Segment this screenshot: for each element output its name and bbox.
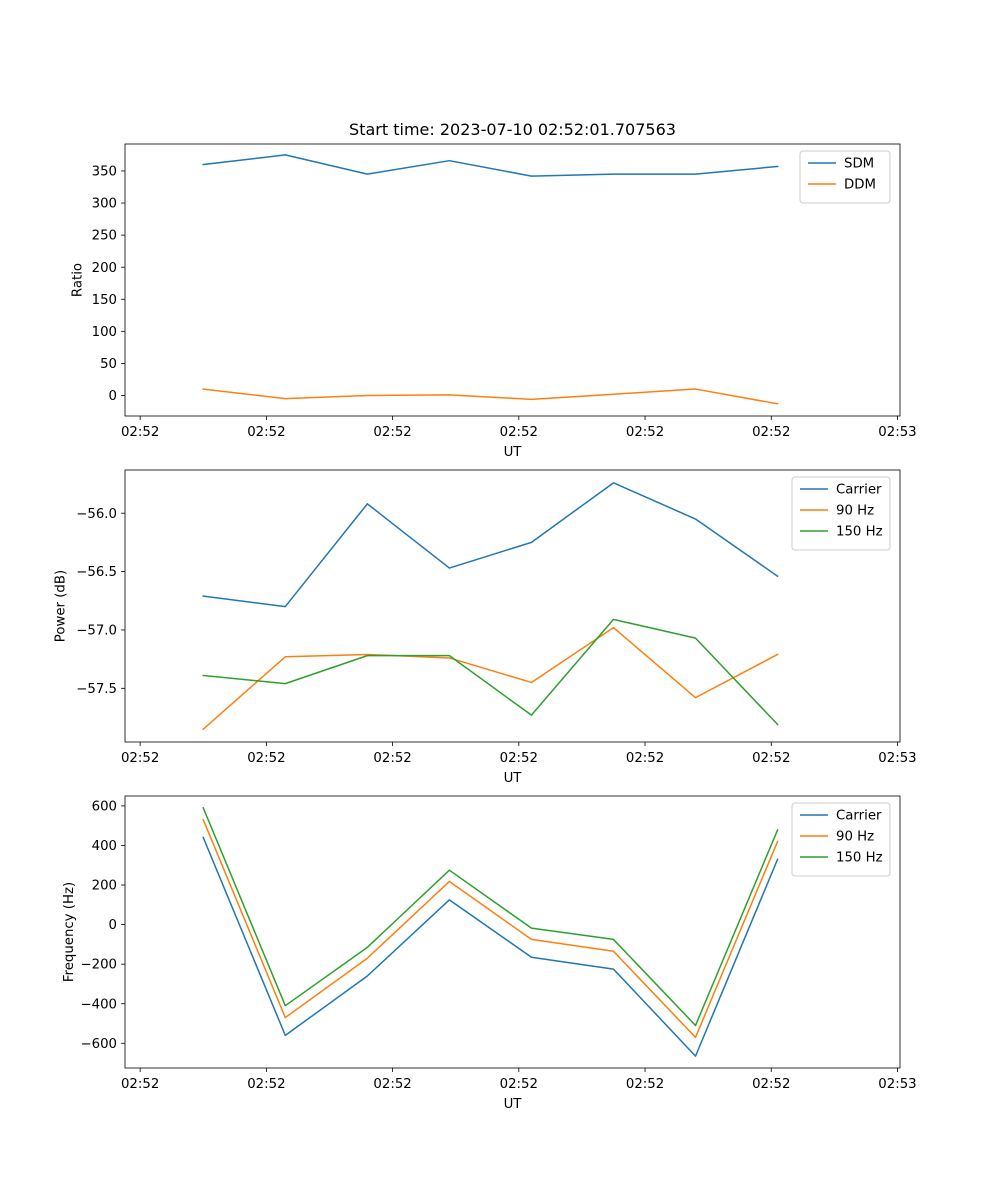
y-axis-label: Frequency (Hz) (62, 882, 77, 982)
y-tick-label: −57.5 (76, 682, 117, 697)
x-tick-label: 02:52 (121, 751, 159, 766)
x-tick-label: 02:52 (373, 751, 411, 766)
x-tick-label: 02:53 (878, 751, 916, 766)
y-tick-label: −600 (80, 1037, 117, 1052)
y-tick-label: 250 (92, 229, 117, 244)
legend-label: Carrier (836, 483, 882, 498)
y-tick-label: −56.0 (76, 507, 117, 522)
x-tick-label: 02:52 (626, 751, 664, 766)
chart-panel-2: 02:52 02:52 02:52 02:52 02:52 02:52 02:53 −57.5… (54, 469, 917, 786)
axes-frame (124, 795, 901, 1069)
series-line-90-hz (202, 818, 779, 1039)
legend-box (799, 150, 891, 204)
y-tick-label: −57.0 (76, 624, 117, 639)
legend: Carrier 90 Hz 150 Hz (791, 802, 891, 877)
legend-label: Carrier (836, 809, 882, 824)
axes-frame (124, 143, 901, 417)
x-tick-label: 02:52 (500, 751, 538, 766)
x-tick-label: 02:52 (121, 1077, 159, 1092)
x-tick-label: 02:52 (247, 1077, 285, 1092)
y-tick-label: 350 (92, 165, 117, 180)
x-tick-label: 02:53 (878, 425, 916, 440)
y-tick-label: 0 (109, 918, 117, 933)
x-tick-label: 02:52 (247, 751, 285, 766)
legend-label: 150 Hz (836, 525, 883, 540)
series-line-ddm (202, 388, 779, 405)
y-tick-label: 300 (92, 197, 117, 212)
series-line-90-hz (202, 626, 779, 731)
axes-frame (124, 469, 901, 743)
y-tick-label: 200 (92, 261, 117, 276)
legend-label: 90 Hz (836, 830, 874, 845)
y-tick-label: 150 (92, 293, 117, 308)
x-tick-label: 02:52 (626, 425, 664, 440)
series-line-sdm (202, 154, 779, 177)
x-tick-label: 02:52 (626, 1077, 664, 1092)
legend-label: SDM (844, 157, 874, 172)
y-tick-label: 600 (92, 799, 117, 814)
x-tick-label: 02:52 (752, 425, 790, 440)
y-tick-label: 400 (92, 839, 117, 854)
y-tick-label: −400 (80, 997, 117, 1012)
series-line-carrier (202, 482, 779, 608)
y-tick-label: 50 (100, 357, 117, 372)
x-tick-label: 02:52 (373, 425, 411, 440)
legend: Carrier 90 Hz 150 Hz (791, 476, 891, 551)
x-tick-label: 02:52 (500, 425, 538, 440)
x-tick-label: 02:53 (878, 1077, 916, 1092)
chart-panel-3: 02:52 02:52 02:52 02:52 02:52 02:52 02:53 −600 −… (62, 795, 917, 1112)
x-tick-label: 02:52 (121, 425, 159, 440)
legend-label: 90 Hz (836, 504, 874, 519)
chart-title: Start time: 2023-07-10 02:52:01.707563 (349, 120, 676, 139)
series-line-carrier (202, 836, 779, 1057)
legend-label: 150 Hz (836, 851, 883, 866)
series-line-150-hz (202, 618, 779, 726)
series-line-150-hz (202, 806, 779, 1027)
y-tick-label: 200 (92, 879, 117, 894)
x-axis-label: UT (504, 1097, 523, 1112)
x-axis-label: UT (504, 445, 523, 460)
legend: SDM DDM (799, 150, 891, 204)
legend-label: DDM (844, 178, 876, 193)
chart-panel-1: 02:52 02:52 02:52 02:52 02:52 02:52 02:53 0 50 10… (71, 120, 917, 460)
y-axis-label: Power (dB) (54, 570, 69, 642)
y-tick-label: −56.5 (76, 565, 117, 580)
y-axis-label: Ratio (71, 263, 86, 297)
y-tick-label: 100 (92, 325, 117, 340)
x-tick-label: 02:52 (500, 1077, 538, 1092)
x-tick-label: 02:52 (373, 1077, 411, 1092)
y-tick-label: 0 (109, 389, 117, 404)
y-tick-label: −200 (80, 958, 117, 973)
x-tick-label: 02:52 (752, 1077, 790, 1092)
x-axis-label: UT (504, 771, 523, 786)
x-tick-label: 02:52 (247, 425, 285, 440)
x-tick-label: 02:52 (752, 751, 790, 766)
